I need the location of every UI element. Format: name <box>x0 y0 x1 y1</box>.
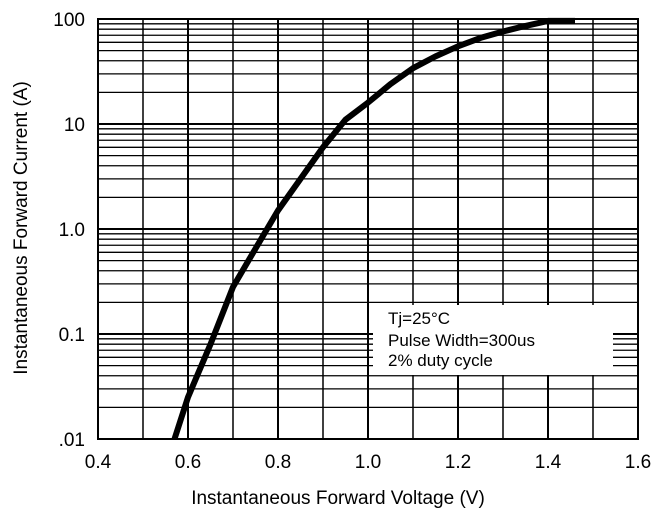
x-tick-label: 0.6 <box>175 452 201 473</box>
y-tick-labels: .01 0.1 1.0 10 100 <box>53 10 85 451</box>
series-line <box>171 17 575 440</box>
x-tick-label: 0.4 <box>85 452 112 473</box>
x-tick-label: 1.2 <box>445 452 471 473</box>
x-axis-title: Instantaneous Forward Voltage (V) <box>191 488 485 509</box>
y-axis-title: Instantaneous Forward Current (A) <box>11 81 32 375</box>
x-tick-label: 1.4 <box>535 452 562 473</box>
annotation-duty-cycle: 2% duty cycle <box>388 351 493 370</box>
x-tick-label: 0.8 <box>265 452 291 473</box>
y-tick-label: .01 <box>59 430 85 451</box>
y-tick-label: 100 <box>53 10 85 31</box>
y-tick-label: 0.1 <box>59 325 85 346</box>
annotation-pulse-width: Pulse Width=300us <box>388 331 535 350</box>
plot-frame <box>97 18 639 440</box>
x-tick-label: 1.6 <box>625 452 651 473</box>
y-tick-label: 1.0 <box>59 220 85 241</box>
x-tick-label: 1.0 <box>355 452 381 473</box>
annotation-tj: Tj=25°C <box>388 309 450 328</box>
annotation-box <box>373 305 613 375</box>
x-tick-labels: 0.4 0.6 0.8 1.0 1.2 1.4 1.6 <box>85 452 651 473</box>
y-tick-label: 10 <box>64 115 85 136</box>
